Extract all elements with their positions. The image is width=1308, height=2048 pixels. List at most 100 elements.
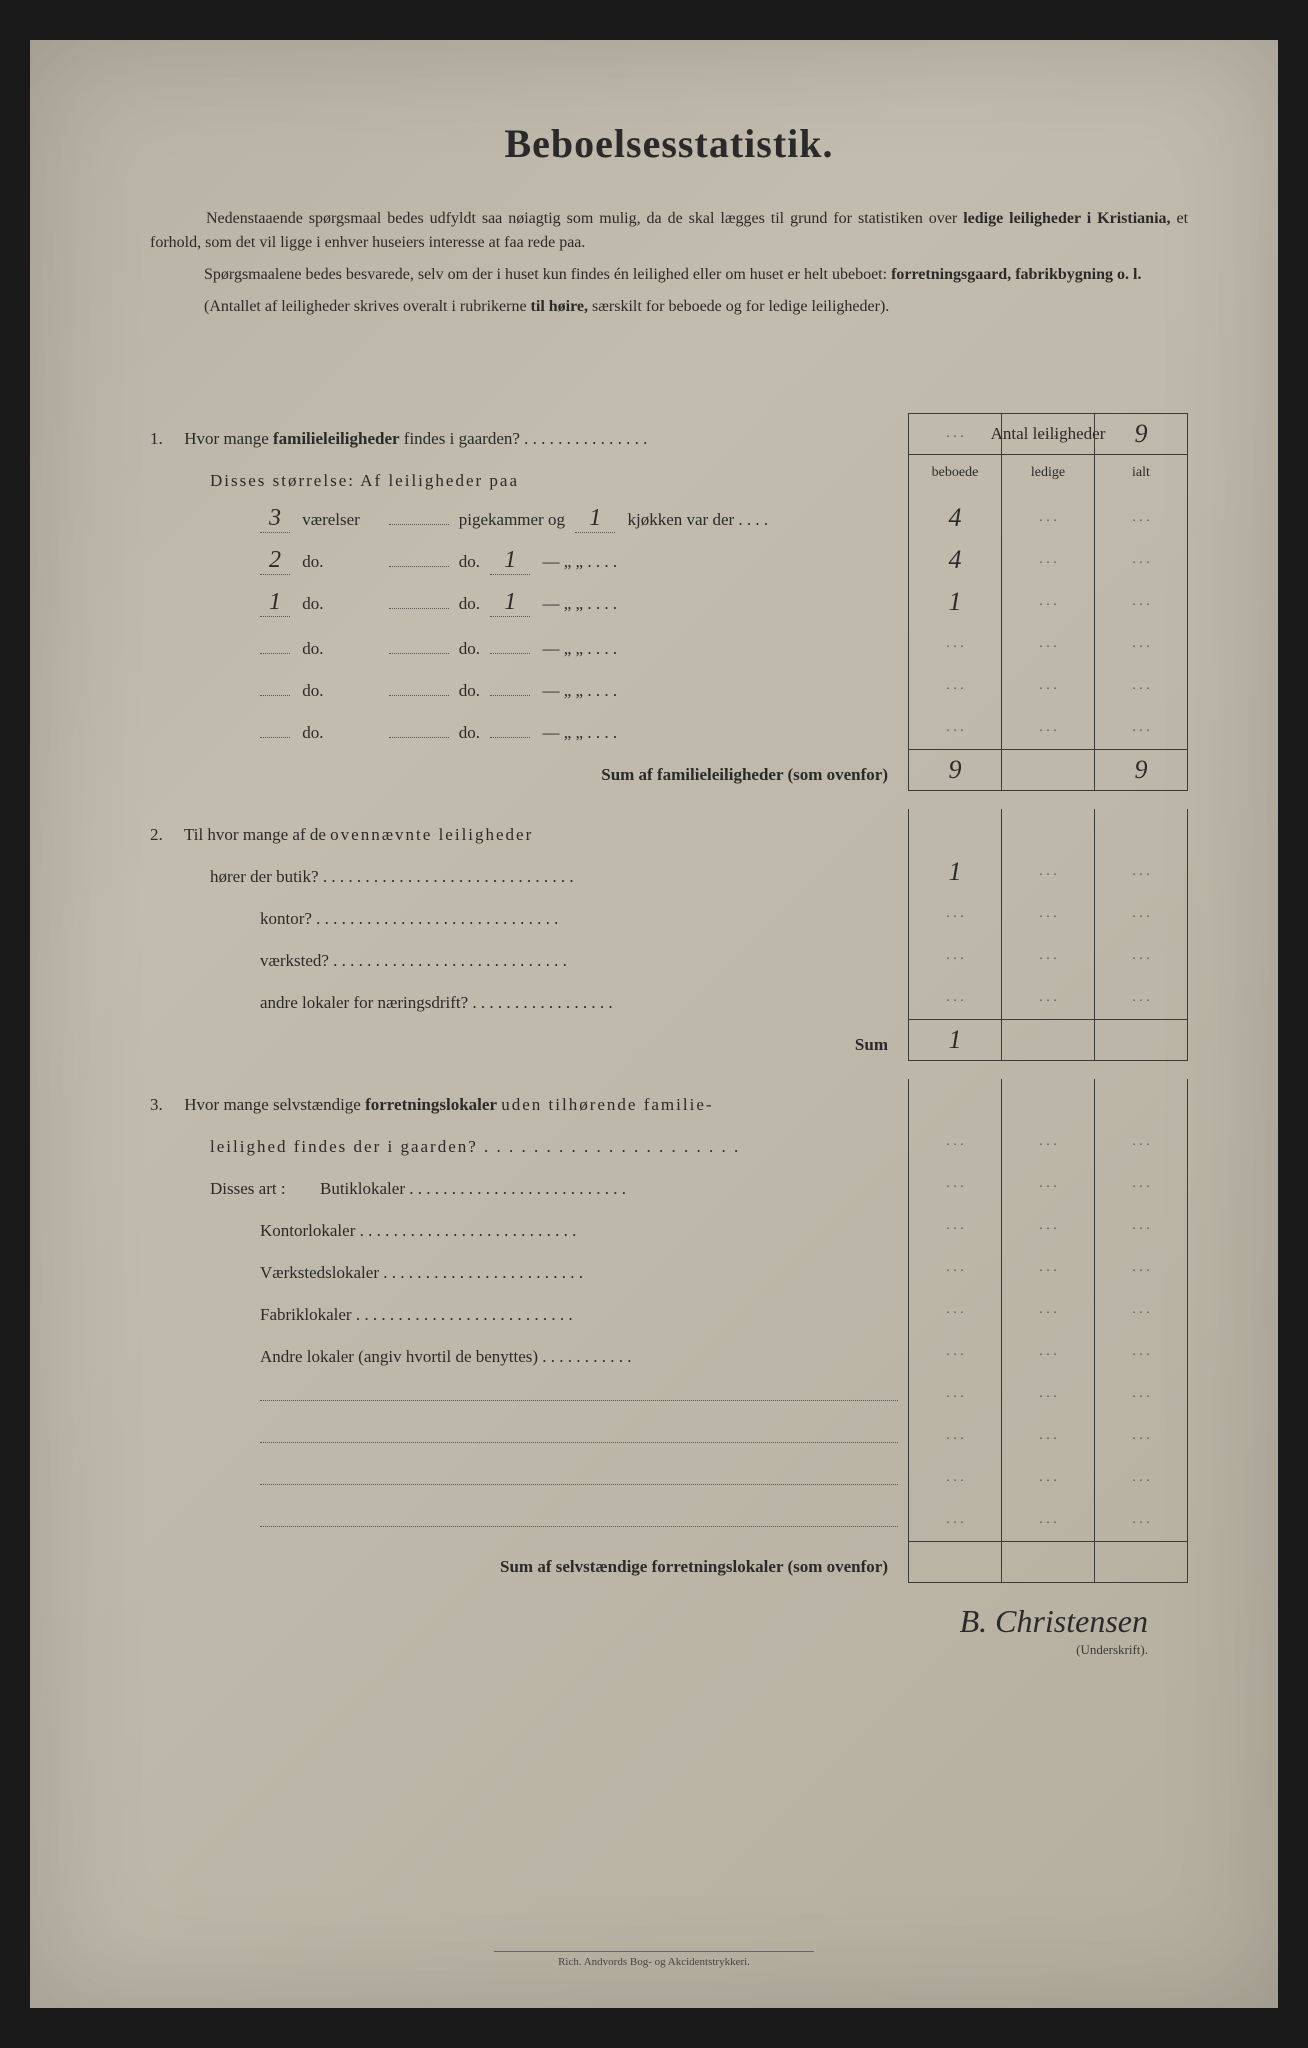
q3-label2: leilighed findes der i gaarden? . . . . … xyxy=(150,1137,908,1163)
cell-beboede: . . . xyxy=(909,1163,1002,1205)
signature-label: (Underskrift). xyxy=(150,1642,1148,1658)
detail-label: 2 do. do. 1 — „ „ . . . . xyxy=(150,547,908,581)
cell-beboede: . . . xyxy=(909,1247,1002,1289)
pig-label: pigekammer og xyxy=(453,510,571,529)
cell-ledige xyxy=(1002,1542,1095,1582)
cell xyxy=(1095,455,1187,497)
row-cells: . . . . . . . . . xyxy=(908,1373,1188,1415)
sum-bold: Sum xyxy=(855,1035,888,1054)
row-cells xyxy=(908,809,1188,851)
q2-detail-row: hører der butik? . . . . . . . . . . . .… xyxy=(150,851,1188,893)
cell-ialt: 9 xyxy=(1095,413,1187,455)
row-cells: 9 9 xyxy=(908,749,1188,791)
pig-label: do. xyxy=(453,594,486,613)
cell-ledige: . . . xyxy=(1002,665,1095,707)
row-cells: . . . . . . . . . xyxy=(908,935,1188,977)
cell-ledige: . . . xyxy=(1002,1205,1095,1247)
q-bold: familieleiligheder xyxy=(273,429,400,448)
cell-beboede: . . . xyxy=(909,1415,1002,1457)
hw-kjokken xyxy=(490,653,530,654)
detail-label: do. do. — „ „ . . . . xyxy=(150,681,908,707)
detail-label: Værkstedslokaler . . . . . . . . . . . .… xyxy=(150,1263,908,1289)
cell xyxy=(1095,809,1187,851)
cell-ialt: . . . xyxy=(1095,1163,1187,1205)
hw-kjokken xyxy=(490,695,530,696)
detail-label: Disses art :Butiklokaler . . . . . . . .… xyxy=(150,1179,908,1205)
cell-ledige: . . . xyxy=(1002,935,1095,977)
detail-label: 3 værelser pigekammer og 1 kjøkken var d… xyxy=(150,505,908,539)
intro-bold: ledige leiligheder i Kristiania, xyxy=(963,210,1170,227)
row-cells: 1 . . . . . . xyxy=(908,581,1188,623)
row-cells: 1 xyxy=(908,1019,1188,1061)
dotline xyxy=(389,524,449,525)
mid-label: do. xyxy=(294,639,384,659)
tail-label: — „ „ . . . . xyxy=(535,594,618,613)
row-cells xyxy=(908,1079,1188,1121)
cell-ledige: . . . xyxy=(1002,581,1095,623)
cell-beboede: 1 xyxy=(909,1020,1002,1060)
detail-label: Fabriklokaler . . . . . . . . . . . . . … xyxy=(150,1305,908,1331)
q1-sublabel: Disses størrelse: Af leiligheder paa xyxy=(150,471,908,497)
document-page: Beboelsesstatistik. Nedenstaaende spørgs… xyxy=(30,40,1278,2008)
cell-ledige: . . . xyxy=(1002,1499,1095,1541)
row-cells: . . . . . . . . . xyxy=(908,1247,1188,1289)
hw-kjokken: 1 xyxy=(490,589,530,617)
q-number: 1. xyxy=(150,429,180,449)
q-spaced: ovennævnte leiligheder xyxy=(330,825,533,844)
q1-detail-row: 2 do. do. 1 — „ „ . . . . 4 . . . . . . xyxy=(150,539,1188,581)
hw-vaerelser xyxy=(260,737,290,738)
detail-label: hører der butik? . . . . . . . . . . . .… xyxy=(150,867,908,893)
mid-label: do. xyxy=(294,723,384,743)
q3-detail-row: Disses art :Butiklokaler . . . . . . . .… xyxy=(150,1163,1188,1205)
tail-label: — „ „ . . . . xyxy=(535,723,618,742)
detail-label: do. do. — „ „ . . . . xyxy=(150,723,908,749)
cell-ialt xyxy=(1095,1020,1187,1060)
cell-ialt: . . . xyxy=(1095,1289,1187,1331)
cell-ialt xyxy=(1095,1542,1187,1582)
cell-ialt: . . . xyxy=(1095,539,1187,581)
row-cells: . . . . . . . . . xyxy=(908,707,1188,749)
row-cells: . . . . . . . . . xyxy=(908,1163,1188,1205)
cell-ledige: . . . xyxy=(1002,707,1095,749)
hw-vaerelser xyxy=(260,695,290,696)
row-cells: . . . . . . . . . xyxy=(908,665,1188,707)
cell-ialt: . . . xyxy=(1095,893,1187,935)
q3-detail-row: . . . . . . . . . xyxy=(150,1415,1188,1457)
detail-label: andre lokaler for næringsdrift? . . . . … xyxy=(150,993,908,1019)
detail-label: do. do. — „ „ . . . . xyxy=(150,639,908,665)
q1-sum-row: Sum af familieleiligheder (som ovenfor) … xyxy=(150,749,1188,791)
dotline xyxy=(389,653,449,654)
dotline xyxy=(389,695,449,696)
row-cells: . . . . . . . . . xyxy=(908,1415,1188,1457)
q3-sum-label: Sum af selvstændige forretningslokaler (… xyxy=(150,1557,908,1583)
intro-text: Spørgsmaalene bedes besvarede, selv om d… xyxy=(204,266,891,283)
sublabel-text: Disses størrelse: Af leiligheder paa xyxy=(210,471,519,490)
cell-beboede: . . . xyxy=(909,977,1002,1019)
intro-p2: Spørgsmaalene bedes besvarede, selv om d… xyxy=(150,263,1188,287)
detail-label xyxy=(150,1400,908,1415)
cell-ialt: . . . xyxy=(1095,1373,1187,1415)
cell: . . . xyxy=(1002,1121,1095,1163)
cell-ialt: . . . xyxy=(1095,707,1187,749)
cell-ialt: . . . xyxy=(1095,935,1187,977)
hw-vaerelser: 1 xyxy=(260,589,290,617)
cell xyxy=(909,809,1002,851)
row-cells: . . . . . . . . . xyxy=(908,1205,1188,1247)
mid-label: do. xyxy=(294,681,384,701)
cell-beboede: . . . xyxy=(909,1205,1002,1247)
q-text: leilighed findes der i gaarden? . . . . … xyxy=(210,1137,740,1156)
intro-p1: Nedenstaaende spørgsmaal bedes udfyldt s… xyxy=(150,207,1188,255)
row-cells: . . . . . . . . . xyxy=(908,1499,1188,1541)
cell-beboede: . . . xyxy=(909,1373,1002,1415)
q1-detail-row: do. do. — „ „ . . . . . . . . . . . . . xyxy=(150,665,1188,707)
q3-detail-row: . . . . . . . . . xyxy=(150,1499,1188,1541)
cell-beboede xyxy=(909,1542,1002,1582)
q3-sum-row: Sum af selvstændige forretningslokaler (… xyxy=(150,1541,1188,1583)
cell-ledige: . . . xyxy=(1002,1247,1095,1289)
cell-beboede: 1 xyxy=(909,851,1002,893)
q-text: Til hvor mange af de xyxy=(184,825,330,844)
cell-beboede: . . . xyxy=(909,1331,1002,1373)
q-text: Hvor mange xyxy=(184,429,273,448)
sum-paren: (som ovenfor) xyxy=(787,1557,888,1576)
cell-ialt: . . . xyxy=(1095,977,1187,1019)
